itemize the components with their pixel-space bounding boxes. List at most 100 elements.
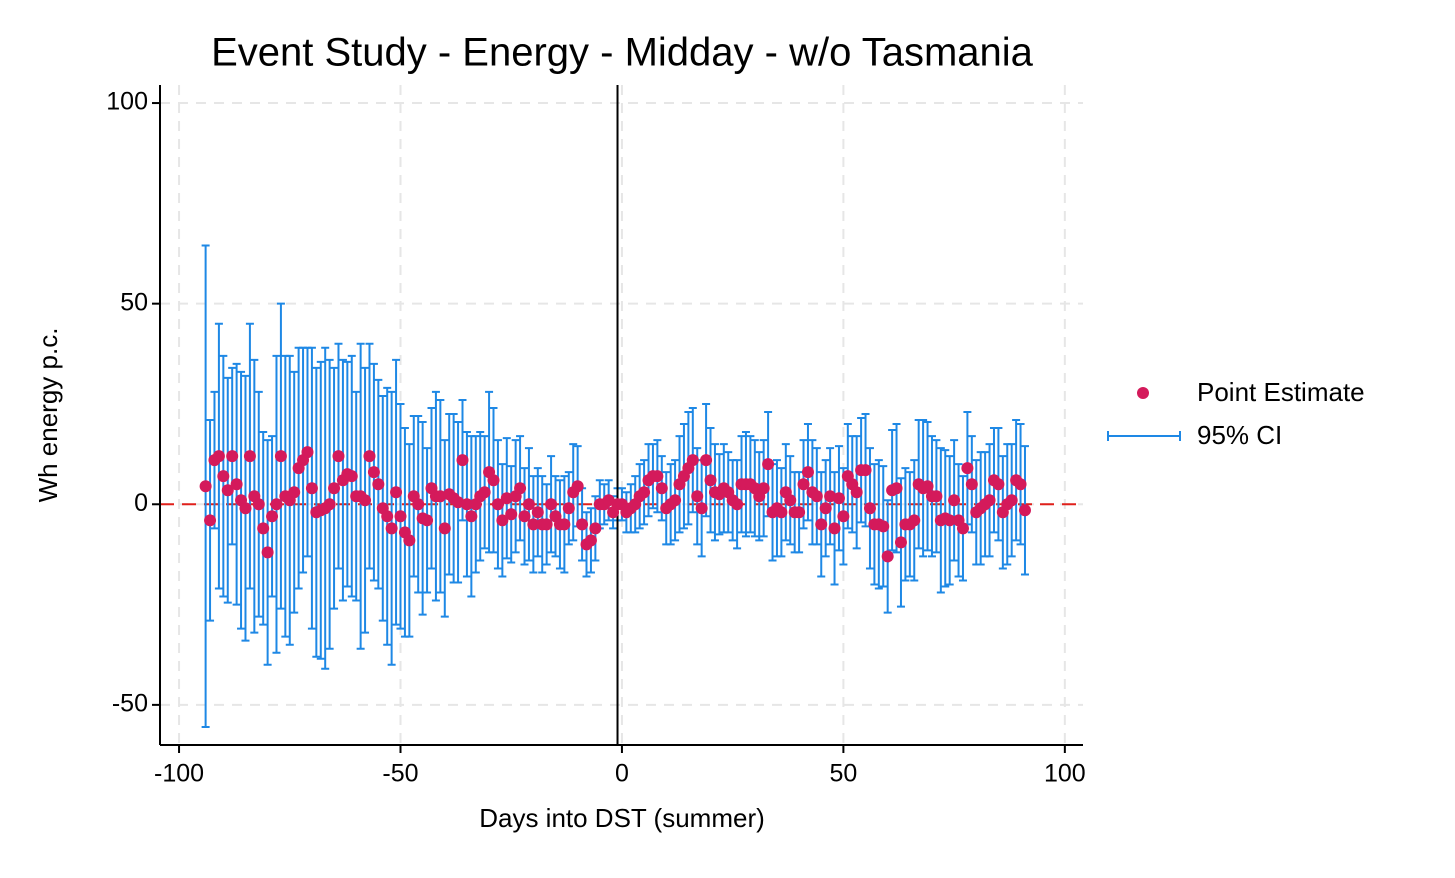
point: [775, 506, 788, 519]
point: [757, 482, 770, 495]
point: [531, 506, 544, 519]
point: [558, 518, 571, 531]
point: [797, 478, 810, 491]
point: [518, 510, 531, 523]
point: [323, 498, 336, 511]
point: [956, 522, 969, 535]
point: [465, 510, 478, 523]
point: [890, 482, 903, 495]
point: [514, 482, 527, 495]
x-tick-label: -50: [382, 760, 418, 788]
point: [1005, 494, 1018, 507]
point: [204, 514, 217, 527]
point: [226, 450, 239, 463]
point: [540, 518, 553, 531]
point: [491, 498, 504, 511]
y-tick-label: -50: [112, 689, 148, 717]
point: [638, 486, 651, 499]
point: [394, 510, 407, 523]
point: [850, 486, 863, 499]
point: [655, 482, 668, 495]
point: [589, 522, 602, 535]
point: [199, 480, 212, 493]
point: [1014, 478, 1027, 491]
point: [385, 522, 398, 535]
point: [328, 482, 341, 495]
point: [239, 502, 252, 515]
point: [345, 470, 358, 483]
point: [261, 546, 274, 559]
point: [217, 470, 230, 483]
point: [562, 502, 575, 515]
point: [460, 498, 473, 511]
x-tick-label: 100: [1044, 760, 1086, 788]
point: [487, 474, 500, 487]
legend-marker: [1107, 431, 1181, 441]
legend-label: 95% CI: [1197, 420, 1282, 450]
legend-marker: [1137, 387, 1149, 399]
point: [921, 480, 934, 493]
point: [584, 534, 597, 547]
point: [243, 450, 256, 463]
point: [784, 494, 797, 507]
point: [496, 514, 509, 527]
point: [527, 518, 540, 531]
point: [266, 510, 279, 523]
x-axis-label: Days into DST (summer): [479, 803, 765, 833]
point: [288, 486, 301, 499]
point: [965, 478, 978, 491]
point: [930, 490, 943, 503]
point: [863, 502, 876, 515]
point: [456, 454, 469, 467]
point: [762, 458, 775, 471]
point: [992, 478, 1005, 491]
point: [943, 514, 956, 527]
point: [669, 494, 682, 507]
point: [332, 450, 345, 463]
point: [810, 490, 823, 503]
y-tick-label: 100: [106, 88, 148, 116]
point: [651, 470, 664, 483]
point: [505, 508, 518, 521]
point: [686, 454, 699, 467]
x-tick-label: -100: [154, 760, 204, 788]
point: [801, 466, 814, 479]
point: [230, 478, 243, 491]
point: [390, 486, 403, 499]
point: [257, 522, 270, 535]
point: [359, 494, 372, 507]
point: [832, 492, 845, 505]
x-tick-label: 0: [615, 760, 629, 788]
point: [421, 514, 434, 527]
point: [828, 522, 841, 535]
point: [1018, 504, 1031, 517]
point: [948, 494, 961, 507]
point: [837, 510, 850, 523]
point: [367, 466, 380, 479]
point: [363, 450, 376, 463]
x-tick-label: 50: [829, 760, 857, 788]
point: [983, 494, 996, 507]
y-axis-label: Wh energy p.c.: [33, 328, 63, 503]
point: [478, 486, 491, 499]
point: [221, 484, 234, 497]
point: [859, 464, 872, 477]
point: [381, 510, 394, 523]
point: [961, 462, 974, 475]
point: [881, 550, 894, 563]
point: [403, 534, 416, 547]
y-tick-label: 0: [134, 489, 148, 517]
point: [908, 514, 921, 527]
point: [522, 498, 535, 511]
point: [305, 482, 318, 495]
point: [877, 520, 890, 533]
point: [571, 480, 584, 493]
point: [545, 498, 558, 511]
point: [691, 490, 704, 503]
legend-label: Point Estimate: [1197, 377, 1365, 407]
y-tick-label: 50: [120, 288, 148, 316]
point: [212, 450, 225, 463]
point: [576, 518, 589, 531]
point: [372, 478, 385, 491]
